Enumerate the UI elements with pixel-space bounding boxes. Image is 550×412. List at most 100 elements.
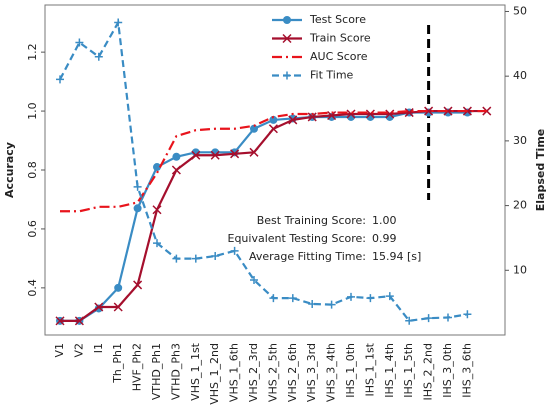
point xyxy=(153,239,161,248)
point xyxy=(75,38,84,47)
series-line xyxy=(60,109,487,213)
point xyxy=(327,110,337,121)
point xyxy=(308,299,317,308)
point xyxy=(133,204,142,213)
point xyxy=(404,108,414,118)
point xyxy=(250,276,258,284)
x-tick-label: VTHD_Ph3 xyxy=(169,343,182,400)
point xyxy=(366,294,375,303)
x-tick-label: VHS_1_6th xyxy=(228,343,241,402)
y-tick-label: 0.6 xyxy=(26,220,39,238)
point xyxy=(94,302,104,312)
x-tick-label: VHS_3_3rd xyxy=(305,343,318,402)
point xyxy=(463,108,472,117)
x-tick-label: V2 xyxy=(72,343,85,358)
point xyxy=(55,316,65,326)
y2-tick-label: 10 xyxy=(513,263,527,276)
series xyxy=(60,109,487,213)
point xyxy=(283,16,291,24)
x-tick-label: IHS_1_1st xyxy=(363,342,376,396)
point xyxy=(153,163,161,172)
legend-label: AUC Score xyxy=(310,50,368,63)
series xyxy=(56,18,472,325)
point xyxy=(269,294,278,303)
x-tick-label: VHS_2_6th xyxy=(286,343,299,402)
annotation-label: Average Fitting Time: xyxy=(249,250,366,263)
x-tick-label: VHS_1_1st xyxy=(189,342,202,401)
point xyxy=(56,75,64,84)
x-tick-label: IHS_1_0th xyxy=(344,343,357,398)
point xyxy=(250,124,258,133)
point xyxy=(249,147,259,157)
x-tick-label: VHS_3_4th xyxy=(325,343,338,402)
annotation-value: 0.99 xyxy=(372,232,397,245)
y-tick-label: 0.8 xyxy=(26,161,39,179)
point xyxy=(268,124,278,134)
point xyxy=(114,18,123,27)
point xyxy=(327,300,336,309)
series xyxy=(55,106,492,326)
point xyxy=(133,182,142,191)
point xyxy=(230,148,239,157)
point xyxy=(152,205,162,215)
point xyxy=(307,112,317,122)
point xyxy=(191,254,200,263)
point xyxy=(288,115,298,125)
y-axis-label: Accuracy xyxy=(3,142,16,198)
point xyxy=(424,106,434,116)
point xyxy=(346,109,356,119)
legend-label: Test Score xyxy=(309,13,366,26)
point xyxy=(230,246,239,255)
point xyxy=(424,314,433,323)
x-tick-label: VHS_1_2nd xyxy=(208,343,221,405)
y2-tick-label: 50 xyxy=(513,4,527,17)
annotation-label: Best Training Score: xyxy=(257,214,366,227)
legend-label: Fit Time xyxy=(310,69,354,82)
point xyxy=(288,294,297,303)
point xyxy=(347,292,355,301)
y2-tick-label: 40 xyxy=(513,69,527,82)
x-tick-label: V1 xyxy=(53,343,66,358)
x-tick-label: IHS_3_6th xyxy=(460,343,473,398)
y2-axis-label: Elapsed Time xyxy=(534,129,547,212)
point xyxy=(171,165,181,175)
point xyxy=(327,112,336,121)
point xyxy=(191,150,201,160)
x-tick-label: VTHD_Ph1 xyxy=(150,343,163,400)
y-tick-label: 0.4 xyxy=(26,279,39,297)
annotation-label: Equivalent Testing Score: xyxy=(228,232,367,245)
point xyxy=(172,254,181,263)
point xyxy=(113,302,123,312)
x-tick-label: IHS_1_5th xyxy=(402,343,415,398)
x-tick-label: IHS_2_2nd xyxy=(422,343,435,400)
point xyxy=(444,108,452,117)
point xyxy=(405,316,414,325)
point xyxy=(443,106,453,116)
y2-tick-label: 30 xyxy=(513,134,527,147)
point xyxy=(94,52,103,61)
series-line xyxy=(59,19,468,322)
x-tick-label: I1 xyxy=(92,343,105,353)
x-tick-label: HVF_Ph2 xyxy=(131,343,144,391)
point xyxy=(463,310,472,319)
x-tick-label: IHS_3_0th xyxy=(441,343,454,398)
point xyxy=(114,283,123,292)
x-tick-label: IHS_1_4th xyxy=(383,343,396,398)
point xyxy=(283,71,291,80)
point xyxy=(210,150,220,160)
legend-label: Train Score xyxy=(309,32,371,45)
point xyxy=(365,109,375,119)
point xyxy=(385,292,394,301)
point xyxy=(133,280,143,290)
annotation-value: 15.94 [s] xyxy=(372,250,421,263)
x-tick-label: Th_Ph1 xyxy=(111,343,124,384)
plot-frame xyxy=(44,4,506,336)
x-tick-label: VHS_2_5th xyxy=(266,343,279,402)
series-line xyxy=(60,111,468,322)
point xyxy=(444,313,452,322)
point xyxy=(269,115,278,124)
point xyxy=(211,252,220,261)
x-tick-label: VHS_2_3rd xyxy=(247,343,260,402)
point xyxy=(424,108,433,117)
